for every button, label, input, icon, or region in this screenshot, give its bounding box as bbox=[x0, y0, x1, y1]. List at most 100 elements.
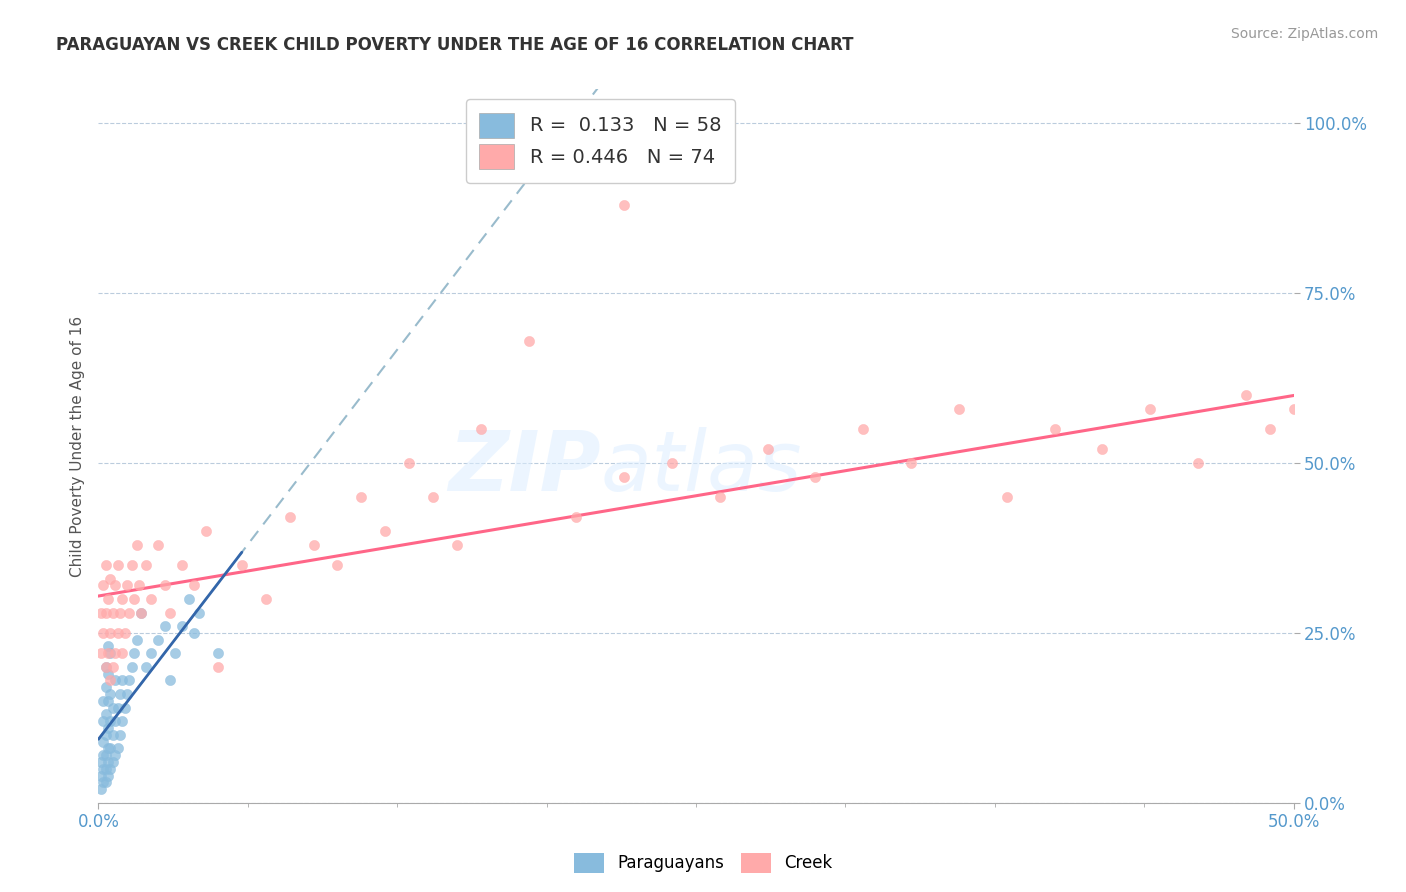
Point bbox=[1091, 442, 1114, 457]
Point bbox=[91, 714, 114, 729]
Point bbox=[98, 673, 122, 688]
Point bbox=[852, 422, 875, 436]
Point bbox=[159, 673, 181, 688]
Point bbox=[118, 673, 141, 688]
Point bbox=[111, 646, 134, 660]
Point bbox=[179, 591, 201, 606]
Point bbox=[1378, 375, 1400, 389]
Legend: Paraguayans, Creek: Paraguayans, Creek bbox=[567, 847, 839, 880]
Point bbox=[172, 619, 194, 633]
Text: PARAGUAYAN VS CREEK CHILD POVERTY UNDER THE AGE OF 16 CORRELATION CHART: PARAGUAYAN VS CREEK CHILD POVERTY UNDER … bbox=[56, 36, 853, 54]
Point bbox=[398, 456, 420, 470]
Point bbox=[183, 578, 205, 592]
Point bbox=[98, 572, 122, 586]
Point bbox=[97, 721, 120, 735]
Point bbox=[207, 660, 229, 674]
Point bbox=[135, 660, 157, 674]
Point bbox=[107, 558, 129, 572]
Point bbox=[90, 606, 112, 620]
Point bbox=[135, 558, 157, 572]
Point bbox=[1258, 422, 1281, 436]
Point bbox=[446, 537, 468, 551]
Point bbox=[97, 769, 120, 783]
Point bbox=[104, 646, 127, 660]
Point bbox=[1043, 422, 1066, 436]
Point bbox=[125, 537, 148, 551]
Point bbox=[91, 762, 114, 776]
Point bbox=[948, 401, 970, 416]
Point bbox=[187, 606, 209, 620]
Point bbox=[94, 762, 117, 776]
Point bbox=[94, 660, 117, 674]
Point bbox=[98, 626, 122, 640]
Point bbox=[125, 632, 148, 647]
Point bbox=[91, 775, 114, 789]
Point bbox=[101, 728, 124, 742]
Point bbox=[104, 578, 127, 592]
Point bbox=[148, 537, 170, 551]
Point bbox=[1234, 388, 1257, 402]
Point bbox=[302, 537, 325, 551]
Point bbox=[128, 578, 150, 592]
Point bbox=[90, 782, 112, 797]
Point bbox=[107, 700, 129, 714]
Point bbox=[111, 591, 134, 606]
Point bbox=[94, 707, 117, 722]
Point bbox=[108, 606, 131, 620]
Point bbox=[97, 640, 120, 654]
Point bbox=[183, 626, 205, 640]
Point bbox=[91, 694, 114, 708]
Point bbox=[101, 700, 124, 714]
Point bbox=[900, 456, 922, 470]
Point bbox=[91, 578, 114, 592]
Point bbox=[163, 646, 186, 660]
Point bbox=[159, 606, 181, 620]
Point bbox=[114, 626, 136, 640]
Point bbox=[207, 646, 229, 660]
Point bbox=[91, 748, 114, 763]
Point bbox=[115, 578, 138, 592]
Point bbox=[94, 775, 117, 789]
Point bbox=[94, 680, 117, 694]
Point bbox=[104, 748, 127, 763]
Point bbox=[422, 490, 444, 504]
Point bbox=[565, 510, 588, 524]
Text: Source: ZipAtlas.com: Source: ZipAtlas.com bbox=[1230, 27, 1378, 41]
Point bbox=[91, 626, 114, 640]
Legend: R =  0.133   N = 58, R = 0.446   N = 74: R = 0.133 N = 58, R = 0.446 N = 74 bbox=[465, 99, 735, 183]
Point bbox=[90, 646, 112, 660]
Point bbox=[326, 558, 349, 572]
Point bbox=[98, 741, 122, 756]
Point bbox=[98, 762, 122, 776]
Point bbox=[118, 606, 141, 620]
Point bbox=[104, 673, 127, 688]
Point bbox=[114, 700, 136, 714]
Point bbox=[97, 741, 120, 756]
Point bbox=[1306, 442, 1329, 457]
Point bbox=[155, 578, 177, 592]
Point bbox=[98, 714, 122, 729]
Point bbox=[108, 728, 131, 742]
Point bbox=[101, 660, 124, 674]
Point bbox=[90, 755, 112, 769]
Point bbox=[131, 606, 153, 620]
Point bbox=[94, 558, 117, 572]
Point bbox=[90, 769, 112, 783]
Point bbox=[661, 456, 683, 470]
Point bbox=[254, 591, 277, 606]
Point bbox=[124, 591, 146, 606]
Point bbox=[94, 606, 117, 620]
Point bbox=[709, 490, 731, 504]
Point bbox=[756, 442, 779, 457]
Point bbox=[195, 524, 218, 538]
Point bbox=[131, 606, 153, 620]
Point bbox=[94, 748, 117, 763]
Point bbox=[517, 334, 540, 348]
Point bbox=[1354, 422, 1376, 436]
Point bbox=[148, 632, 170, 647]
Point bbox=[172, 558, 194, 572]
Point bbox=[374, 524, 396, 538]
Y-axis label: Child Poverty Under the Age of 16: Child Poverty Under the Age of 16 bbox=[69, 316, 84, 576]
Point bbox=[350, 490, 373, 504]
Point bbox=[107, 626, 129, 640]
